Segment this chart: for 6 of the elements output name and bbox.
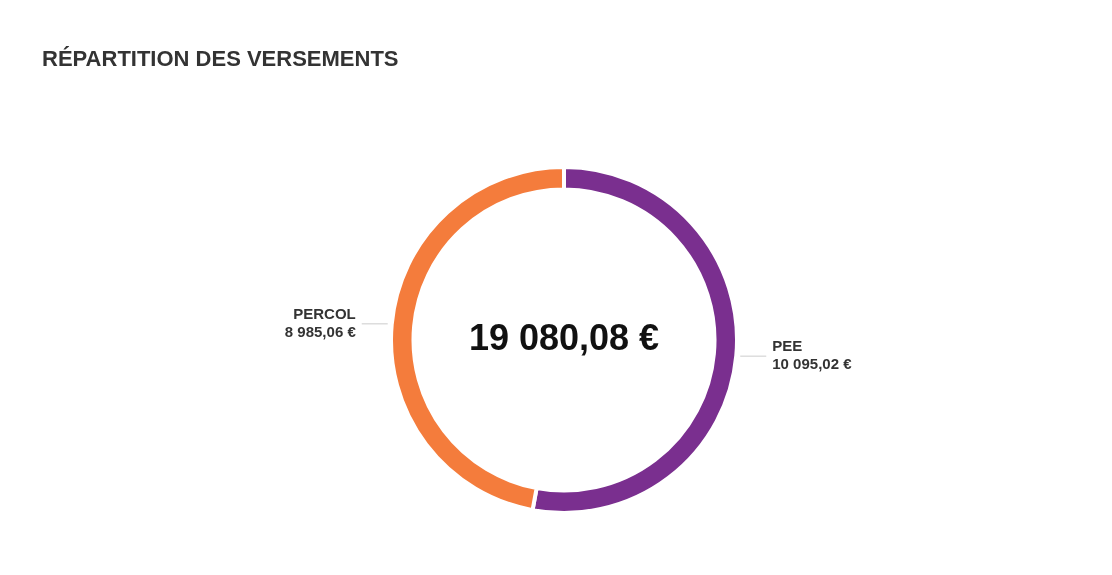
slice-label: PERCOL: [293, 304, 356, 322]
data-label: 10 095,02 €: [772, 355, 853, 373]
slice-label: PEE: [772, 337, 803, 355]
text: 19 080,08 €: [468, 316, 660, 358]
chart-title: RÉPARTITION DES VERSEMENTS: [42, 46, 399, 72]
data-label: 8 985,06 €: [284, 322, 357, 340]
